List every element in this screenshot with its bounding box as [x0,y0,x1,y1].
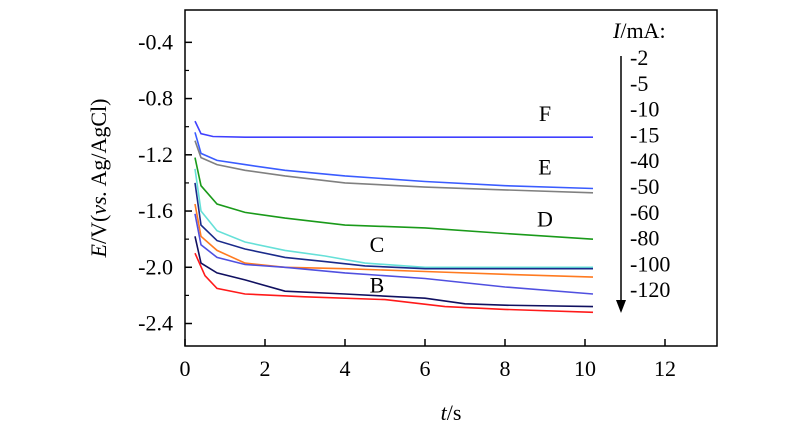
plot-frame [184,9,718,347]
curve-label-C: C [370,232,385,257]
curve-label-F: F [539,101,551,126]
legend-entry: -120 [630,277,670,302]
x-tick-label: 4 [340,356,351,381]
series-line-3 [194,157,594,240]
series-line-4 [194,168,593,269]
legend-entry: -40 [630,148,659,173]
legend-entry: -60 [630,200,659,225]
x-tick-label: 0 [180,356,191,381]
curve-label-E: E [538,154,551,179]
y-tick-label: -1.2 [138,142,173,167]
legend-arrow-head [616,300,626,313]
x-axis-label: t/s [441,400,462,425]
y-tick-label: -1.6 [138,198,173,223]
y-ticks: -0.4 -0.8 -1.2 -1.6 -2.0 -2.4 [138,29,192,336]
legend-entries: -2-5-10-15-40-50-60-80-100-120 [630,45,670,302]
x-ticks: 0 2 4 6 8 10 12 [180,339,676,381]
x-tick-label: 10 [574,356,596,381]
y-tick-label: -0.4 [138,29,173,54]
series-line-2 [194,140,594,194]
y-tick-label: -2.0 [138,254,173,279]
legend-entry: -2 [630,45,648,70]
x-tick-label: 6 [420,356,431,381]
series-line-0 [194,120,593,138]
legend-entry: -5 [630,71,648,96]
x-tick-label: 8 [500,356,511,381]
curve-label-B: B [370,273,385,298]
series-line-9 [194,252,594,314]
series-group [194,120,594,314]
series-line-1 [194,132,594,190]
legend-entry: -80 [630,226,659,251]
y-axis-label: E/V(vs. Ag/AgCl) [86,99,111,259]
plot-area: 0 2 4 6 8 10 12 -0.4 -0.8 -1.2 -1.6 -2.0 -2.4 F E D CB [138,9,718,381]
curve-label-D: D [537,207,553,232]
y-tick-label: -2.4 [138,311,173,336]
series-line-7 [194,213,594,295]
legend-title: I/mA: [612,18,666,43]
series-line-5 [194,182,593,270]
y-tick-label: -0.8 [138,86,173,111]
legend: I/mA: -2-5-10-15-40-50-60-80-100-120 [612,18,670,313]
legend-entry: -15 [630,122,659,147]
series-line-8 [194,236,594,308]
legend-entry: -10 [630,97,659,122]
x-tick-label: 2 [260,356,271,381]
x-tick-label: 12 [654,356,676,381]
legend-entry: -100 [630,251,670,276]
curve-labels: F E D CB [370,101,553,298]
series-line-6 [194,203,594,278]
legend-entry: -50 [630,174,659,199]
